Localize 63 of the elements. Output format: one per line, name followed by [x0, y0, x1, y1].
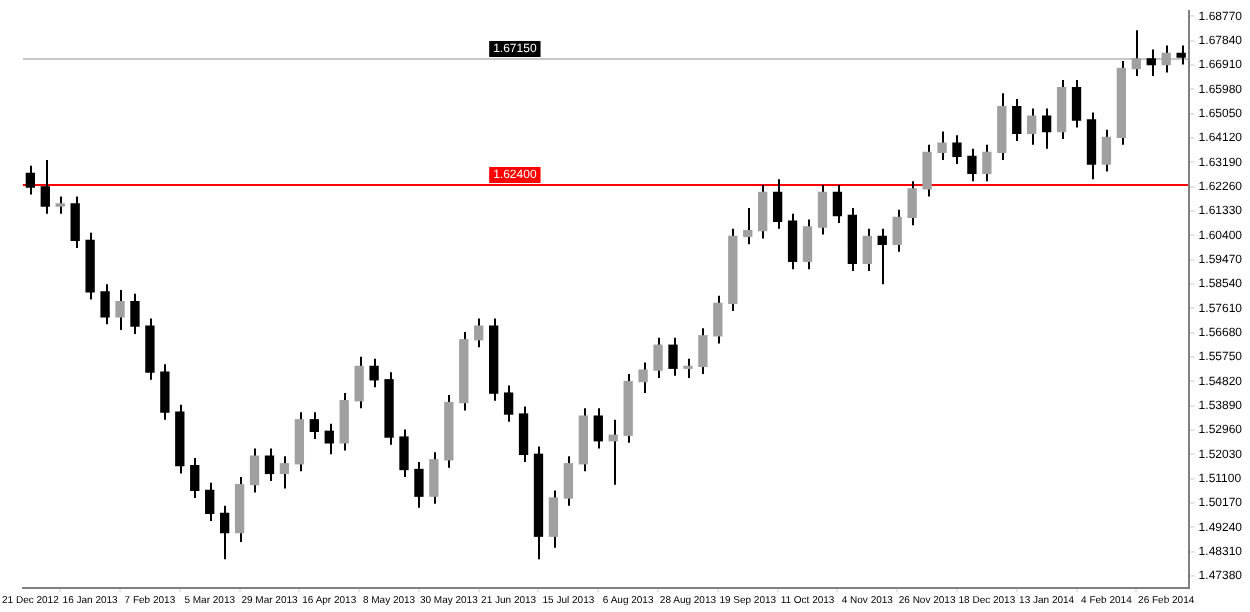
candlestick — [115, 289, 125, 332]
candlestick — [1086, 111, 1097, 181]
candlestick — [474, 317, 484, 349]
candlestick — [399, 428, 409, 479]
candlestick — [713, 294, 723, 345]
candlestick — [354, 355, 364, 410]
candlestick — [698, 327, 708, 376]
candlestick — [877, 227, 887, 286]
candlestick — [638, 361, 648, 395]
candlestick — [653, 336, 663, 379]
candlestick — [294, 411, 305, 473]
candlestick — [982, 143, 992, 183]
candlestick — [518, 405, 529, 463]
candlestick — [1176, 44, 1186, 66]
candlestick — [683, 357, 693, 379]
candlestick — [832, 183, 843, 225]
candlestick — [817, 183, 828, 236]
candlestick — [892, 208, 902, 253]
candlestick — [862, 227, 872, 272]
candlestick — [414, 460, 424, 509]
candlestick — [205, 481, 215, 523]
candlestick — [429, 451, 439, 505]
candlestick — [593, 407, 603, 450]
candlestick — [1146, 48, 1156, 78]
candlestick — [952, 134, 962, 165]
candlestick — [130, 292, 140, 335]
candlestick — [548, 489, 559, 549]
candlestick — [1131, 29, 1141, 78]
candlestick — [1027, 107, 1037, 146]
candlestick — [1071, 79, 1082, 129]
candlestick — [922, 143, 932, 198]
candlestick — [145, 317, 155, 381]
candlestick — [907, 180, 917, 227]
candlestick — [937, 130, 947, 162]
candlestick — [160, 363, 170, 421]
candlestick — [772, 178, 783, 230]
candlestick — [1101, 128, 1112, 173]
candlestick — [1056, 79, 1067, 141]
candlestick — [997, 92, 1007, 162]
candlestick — [219, 504, 230, 561]
candlestick — [279, 455, 290, 490]
candlestick — [70, 195, 80, 249]
candlestick — [324, 422, 334, 456]
candlestick — [264, 447, 275, 483]
candlestick — [369, 357, 379, 389]
candlestick — [25, 164, 36, 196]
candlestick — [249, 447, 260, 494]
candlestick — [967, 147, 977, 183]
candlestick — [100, 283, 110, 326]
candlestick — [787, 212, 798, 271]
candlestick — [758, 183, 768, 240]
candlestick — [190, 456, 200, 500]
candlestick — [1161, 44, 1171, 74]
candlestick — [1012, 98, 1022, 142]
candlestick — [40, 159, 50, 215]
candlestick — [668, 336, 678, 377]
candlestick — [309, 411, 319, 440]
candlestick — [563, 455, 574, 507]
candlestick — [503, 384, 514, 423]
candlestick — [1041, 107, 1052, 150]
candlestick — [743, 206, 753, 246]
candlestick — [339, 392, 349, 452]
candlestick — [802, 218, 813, 271]
